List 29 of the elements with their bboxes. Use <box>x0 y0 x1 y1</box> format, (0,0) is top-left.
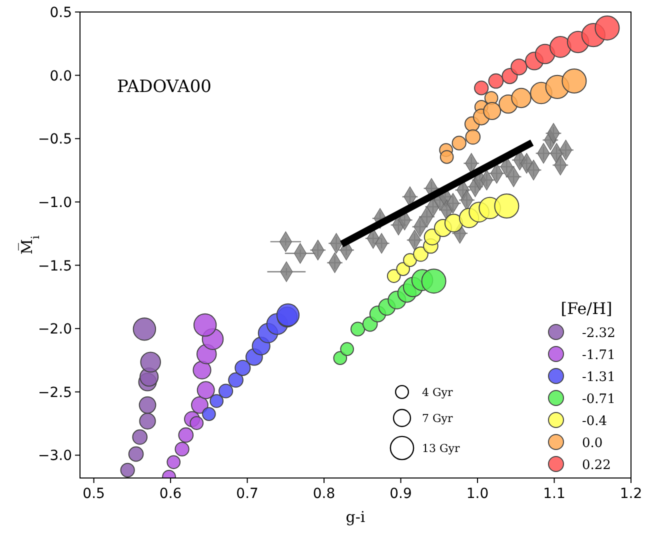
x-tick-label: 0.8 <box>312 486 336 502</box>
x-axis-title: g-i <box>346 508 366 526</box>
y-tick-label: 0.0 <box>50 68 72 84</box>
x-tick-label: 1.2 <box>620 486 642 502</box>
legend-label: -2.32 <box>582 326 616 341</box>
x-tick-label: 0.5 <box>82 486 105 502</box>
y-tick-label: −2.5 <box>38 384 72 401</box>
x-tick-label: 0.7 <box>236 486 258 502</box>
legend-label: -1.71 <box>582 348 616 363</box>
legend-label: 13 Gyr <box>422 442 460 455</box>
annotation: PADOVA00 <box>117 77 212 97</box>
legend-label: 0.22 <box>582 458 611 473</box>
legend-label: 0.0 <box>582 436 603 451</box>
y-tick-label: −0.5 <box>38 132 72 148</box>
x-tick-label: 0.9 <box>390 486 412 502</box>
legend-label: 7 Gyr <box>422 412 454 425</box>
x-tick-label: 1.1 <box>543 486 566 502</box>
y-tick-label: −3.0 <box>38 448 72 464</box>
legend-label: 4 Gyr <box>422 386 454 399</box>
y-tick-label: −1.0 <box>38 194 72 211</box>
x-tick-label: 0.6 <box>159 486 182 502</box>
legend-label: -0.71 <box>582 392 616 407</box>
y-tick-label: −2.0 <box>38 322 72 338</box>
x-tick-label: 1.0 <box>466 486 489 502</box>
legend-title: [Fe/H] <box>560 299 612 318</box>
legend-label: -1.31 <box>582 370 616 385</box>
legend-label: -0.4 <box>582 414 608 429</box>
y-tick-label: −1.5 <box>38 258 72 274</box>
y-tick-label: 0.5 <box>50 5 72 21</box>
